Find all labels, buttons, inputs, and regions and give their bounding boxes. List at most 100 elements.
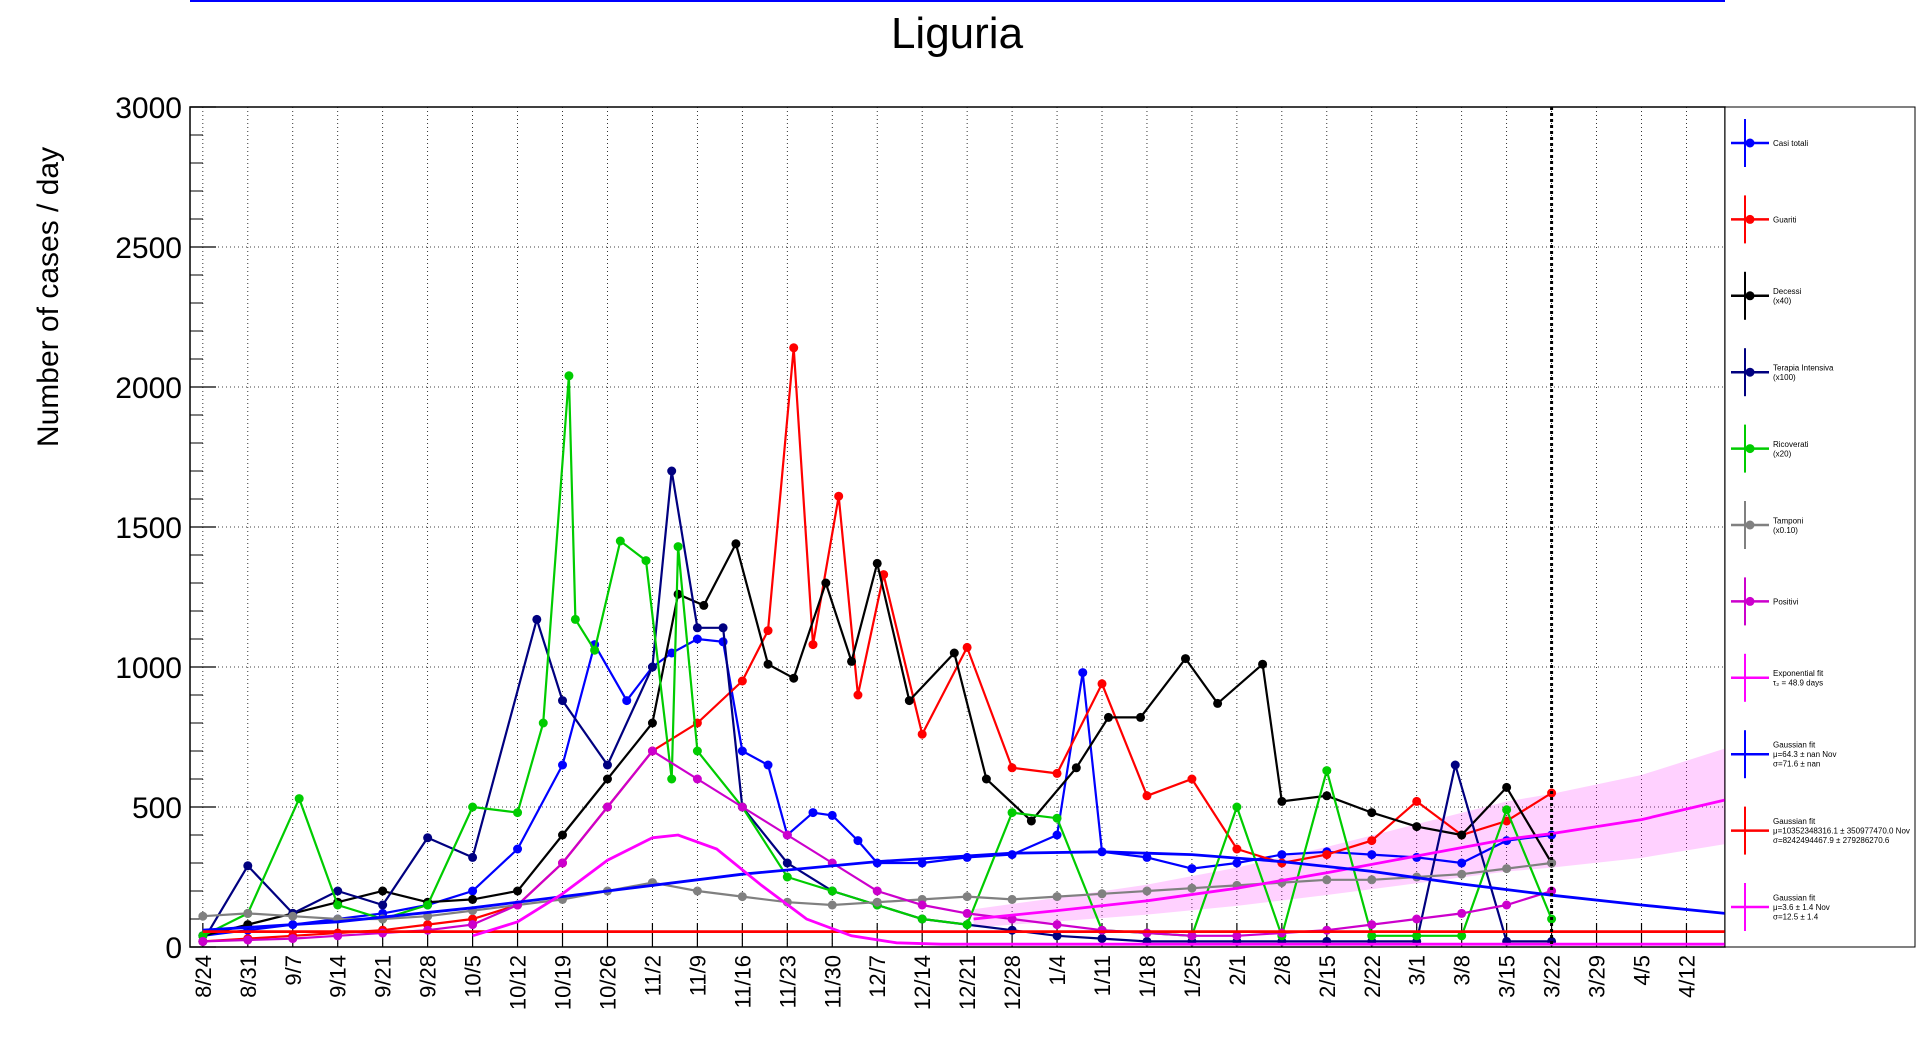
data-point [1412,796,1422,806]
data-point [917,858,927,868]
data-point [532,614,542,624]
data-point [558,760,568,770]
data-point [808,640,818,650]
data-point [1502,782,1512,792]
data-point [789,343,799,353]
data-point [243,935,253,945]
legend-marker [1745,138,1755,148]
data-point [1502,805,1512,815]
legend-entry: Tamponi(x0.10) [1731,501,1803,549]
x-tick-label: 11/23 [775,955,800,1008]
data-point [917,900,927,910]
y-tick-label: 2000 [115,372,182,405]
data-point [692,634,702,644]
data-point [1052,892,1062,902]
y-tick-label: 2500 [115,232,182,265]
data-point [808,808,818,818]
data-point [1232,802,1242,812]
data-point [1071,763,1081,773]
data-point [1367,850,1377,860]
data-point [692,623,702,633]
data-point [692,886,702,896]
x-tick-label: 8/31 [236,955,261,998]
fit-confidence-band [973,748,1725,928]
data-point [558,830,568,840]
legend-label: (x40) [1773,297,1792,306]
data-point [667,648,677,658]
x-tick-label: 9/28 [416,955,441,998]
data-point [1277,928,1287,938]
x-axis: 8/24 8/31 9/7 9/14 9/21 9/28 10/5 10/12 10/19 10/… [191,923,1699,1010]
data-point [468,852,478,862]
x-tick-label: 10/19 [551,955,576,1010]
data-point [1547,886,1557,896]
legend-label: μ=3.6 ± 1.4 Nov [1773,903,1830,912]
data-point [872,886,882,896]
data-point [1097,934,1107,944]
data-point [1136,712,1146,722]
data-point [962,642,972,652]
x-tick-label: 1/11 [1090,955,1115,996]
data-point [904,696,914,706]
data-point [1502,864,1512,874]
legend-entry: Guariti [1731,195,1797,244]
data-point [1052,931,1062,941]
x-tick-label: 10/12 [506,955,531,1010]
legend-label: σ=8242494467.9 ± 279286270.6 [1773,836,1890,845]
legend-marker [1745,367,1755,377]
data-point [1232,844,1242,854]
data-point [602,802,612,812]
data-point [1078,668,1088,678]
data-point [917,914,927,924]
y-axis-label: Number of cases / day [32,147,65,447]
fit-curve [973,798,1726,921]
data-point [737,892,747,902]
data-point [1412,822,1422,832]
x-tick-label: 2/8 [1270,955,1295,986]
data-point [1457,931,1467,941]
x-tick-label: 4/5 [1630,955,1655,986]
legend-entry: Decessi(x40) [1731,271,1802,320]
data-point [1026,816,1036,826]
data-point [1277,850,1287,860]
legend-label: σ=71.6 ± nan [1773,760,1820,769]
data-point [853,690,863,700]
y-tick-label: 1000 [115,652,182,685]
x-tick-label: 1/25 [1180,955,1205,998]
data-point [827,886,837,896]
data-point [1187,883,1197,893]
x-tick-label: 11/9 [685,955,710,996]
data-point [558,696,568,706]
data-point [1052,830,1062,840]
legend-entry: Casi totali [1731,119,1808,167]
data-point [699,600,709,610]
data-point [962,920,972,930]
data-point [1097,889,1107,899]
x-tick-label: 12/28 [1000,955,1025,1010]
data-point [763,626,773,636]
data-point [827,810,837,820]
fits-layer [202,798,1726,946]
data-point [590,645,600,655]
data-point [827,900,837,910]
data-point [1322,766,1332,776]
data-point [1052,920,1062,930]
legend-label: Positivi [1773,597,1799,606]
data-point [423,833,433,843]
series-line [202,637,1552,937]
data-point [198,936,208,946]
x-tick-label: 8/24 [191,955,216,998]
legend-entry: Positivi [1731,577,1799,626]
data-point [1097,679,1107,689]
data-point [513,886,523,896]
data-point [1367,875,1377,885]
x-tick-label: 2/15 [1315,955,1340,998]
grid [190,106,1725,948]
data-point [538,718,548,728]
data-point [1322,850,1332,860]
data-point [1052,768,1062,778]
data-point [949,648,959,658]
